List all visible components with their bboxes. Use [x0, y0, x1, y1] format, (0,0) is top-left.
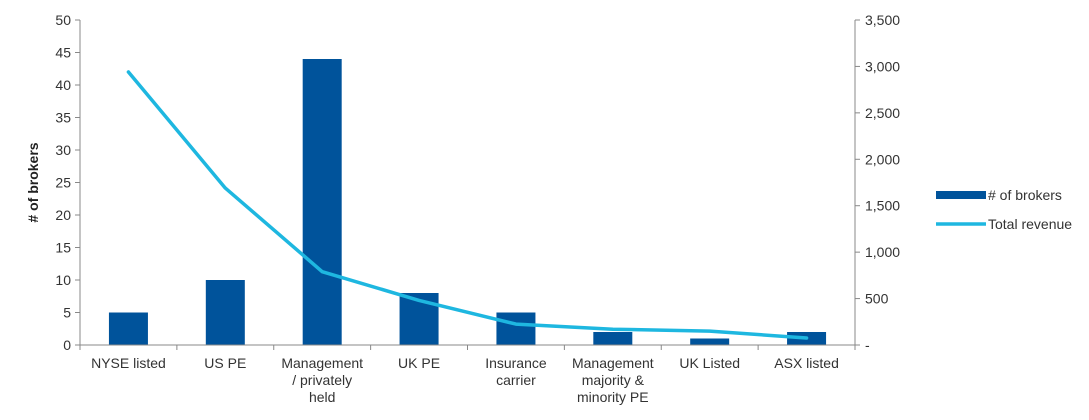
- category-label: ASX listed: [774, 355, 839, 371]
- bar: [593, 332, 633, 345]
- right-tick-label: 1,000: [865, 244, 900, 260]
- right-tick-label: 3,000: [865, 58, 900, 74]
- legend: # of brokers Total revenue: [936, 187, 1072, 232]
- bar: [108, 312, 148, 345]
- right-axis: - 500 1,000 1,500 2,000 2,500 3,000 3,500: [854, 12, 900, 353]
- line-series: [126, 70, 809, 340]
- legend-line-label: Total revenue: [988, 216, 1072, 232]
- left-tick-label: 15: [55, 240, 71, 256]
- left-tick-label: 20: [55, 207, 71, 223]
- bar: [496, 312, 536, 345]
- category-label: Management / privately held: [281, 355, 363, 405]
- left-tick-label: 45: [55, 45, 71, 61]
- y-axis-title: # of brokers: [25, 142, 41, 222]
- left-tick-label: 50: [55, 12, 71, 28]
- left-tick-label: 30: [55, 142, 71, 158]
- left-tick-label: 5: [63, 305, 71, 321]
- category-label: Management majority & minority PE: [572, 355, 654, 405]
- left-tick-label: 10: [55, 272, 71, 288]
- right-tick-label: 2,000: [865, 151, 900, 167]
- bar: [302, 59, 342, 345]
- right-tick-label: -: [865, 337, 870, 353]
- x-axis: NYSE listed US PE Management / privately hel…: [79, 344, 856, 405]
- left-axis: 0 5 10 15 20 25 30 35 40 45 50: [55, 12, 81, 353]
- category-label: Insurance carrier: [485, 355, 547, 388]
- bar: [205, 280, 245, 345]
- right-tick-label: 3,500: [865, 12, 900, 28]
- category-label: UK PE: [398, 355, 440, 371]
- left-tick-label: 35: [55, 110, 71, 126]
- right-tick-label: 500: [865, 291, 889, 307]
- legend-bar-label: # of brokers: [988, 187, 1062, 203]
- left-tick-label: 0: [63, 337, 71, 353]
- category-label: NYSE listed: [91, 355, 166, 371]
- revenue-line: [126, 70, 809, 340]
- category-label: US PE: [204, 355, 246, 371]
- right-tick-label: 1,500: [865, 198, 900, 214]
- left-tick-label: 40: [55, 77, 71, 93]
- bar-series: [108, 59, 827, 345]
- category-label: UK Listed: [679, 355, 740, 371]
- bar: [690, 338, 730, 345]
- left-tick-label: 25: [55, 175, 71, 191]
- legend-bar-swatch: [936, 191, 986, 199]
- right-tick-label: 2,500: [865, 105, 900, 121]
